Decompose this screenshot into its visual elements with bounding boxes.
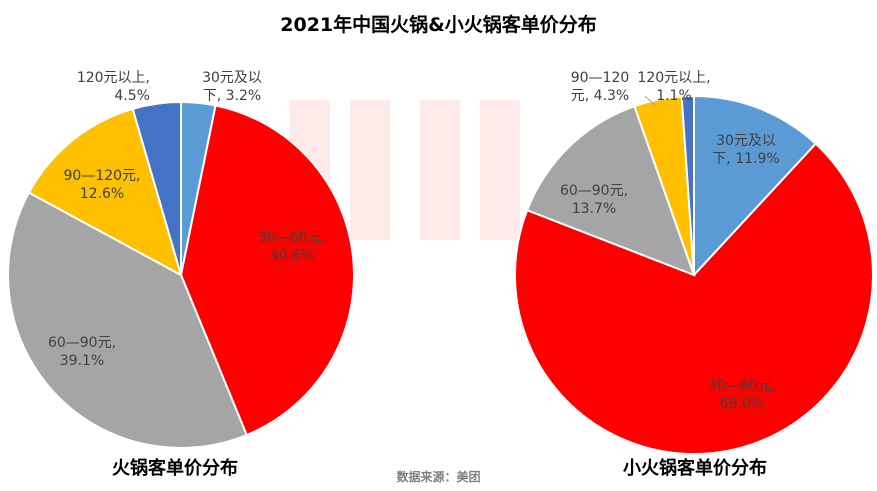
pie-hotpot: 30元及以下, 3.2% 30—60元, 40.6% 60—90元, 39.1% 90—1…	[7, 70, 355, 449]
pie-slice	[179, 104, 355, 437]
data-label: 120元以上, 1.1%	[637, 70, 710, 104]
pie-slice	[7, 191, 249, 449]
leader-line	[644, 95, 657, 107]
data-label: 60—90元, 13.7%	[560, 183, 628, 217]
pie-title-hotpot: 火锅客单价分布	[112, 458, 238, 479]
pie-slice	[131, 100, 182, 276]
data-label: 30元及以下, 3.2%	[202, 70, 262, 104]
pie-slice	[27, 107, 183, 278]
data-source: 数据来源：美团	[396, 470, 481, 484]
pie-slice	[525, 104, 696, 277]
pie-slice	[693, 94, 818, 278]
data-label: 120元以上, 4.5%	[77, 70, 150, 104]
data-label: 30—60元, 40.6%	[258, 230, 326, 264]
pie-slice	[513, 142, 874, 455]
data-label: 30—60元, 69.0%	[708, 378, 776, 412]
pie-title-small-hotpot: 小火锅客单价分布	[623, 458, 767, 479]
data-label: 60—90元, 39.1%	[48, 335, 116, 369]
data-label: 90—120 元, 4.3%	[571, 70, 630, 104]
pie-slice	[680, 94, 695, 276]
data-label: 90—120元, 12.6%	[64, 168, 141, 202]
data-label: 30元及以下, 11.9%	[712, 133, 779, 167]
pie-small-hotpot: 30元及以下, 11.9% 30—60元, 69.0% 60—90元, 13.7% 90—…	[513, 70, 874, 455]
chart-title: 2021年中国火锅&小火锅客单价分布	[280, 14, 597, 36]
